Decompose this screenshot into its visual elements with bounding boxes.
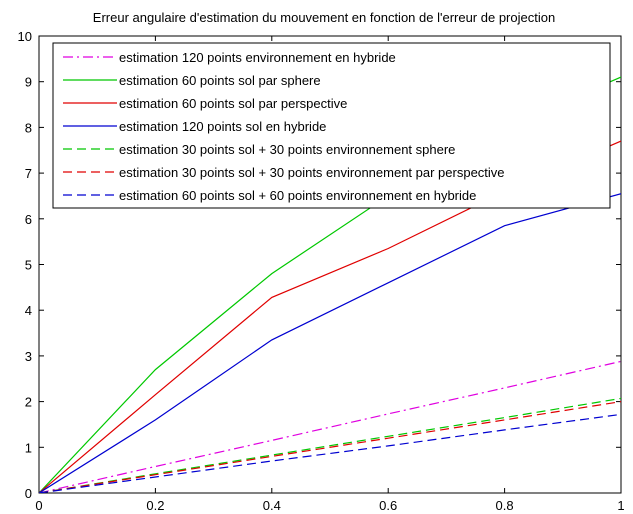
x-tick-label: 0 (35, 498, 42, 513)
y-tick-label: 7 (25, 166, 32, 181)
series-line-5 (39, 397, 621, 493)
y-tick-label: 8 (25, 120, 32, 135)
y-tick-label: 9 (25, 75, 32, 90)
legend-label: estimation 60 points sol par sphere (119, 73, 321, 88)
y-tick-label: 3 (25, 349, 32, 364)
legend-label: estimation 60 points sol par perspective (119, 96, 347, 111)
y-tick-label: 6 (25, 212, 32, 227)
legend-label: estimation 60 points sol + 60 points env… (119, 188, 476, 203)
y-tick-label: 5 (25, 258, 32, 273)
y-tick-label: 1 (25, 440, 32, 455)
legend-label: estimation 30 points sol + 30 points env… (119, 142, 455, 157)
legend-box (52, 42, 611, 209)
x-tick-label: 1 (617, 498, 624, 513)
series-line-6 (39, 401, 621, 493)
legend-label: estimation 30 points sol + 30 points env… (119, 165, 505, 180)
y-tick-label: 4 (25, 303, 32, 318)
y-tick-label: 2 (25, 395, 32, 410)
series-line-4 (39, 193, 621, 493)
legend-label: estimation 120 points sol en hybride (119, 119, 326, 134)
legend: estimation 120 points environnement en h… (52, 42, 611, 209)
y-tick-label: 10 (18, 29, 32, 44)
y-tick-label: 0 (25, 486, 32, 501)
x-tick-label: 0.4 (263, 498, 281, 513)
x-tick-label: 0.6 (379, 498, 397, 513)
x-tick-label: 0.8 (496, 498, 514, 513)
x-tick-label: 0.2 (146, 498, 164, 513)
chart-title: Erreur angulaire d'estimation du mouveme… (93, 10, 555, 25)
legend-label: estimation 120 points environnement en h… (119, 50, 396, 65)
